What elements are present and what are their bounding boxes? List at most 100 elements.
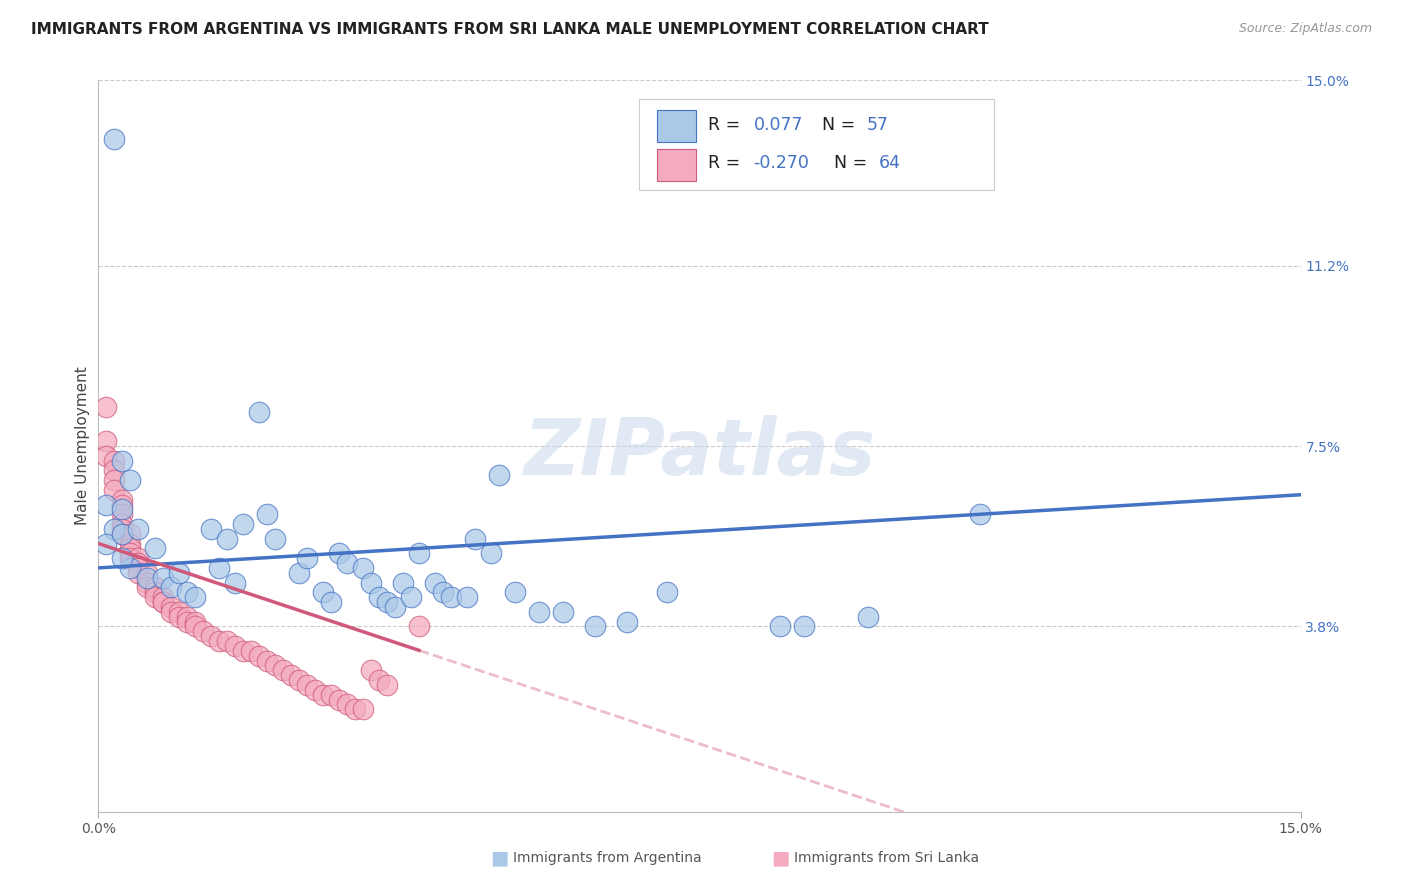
Point xyxy=(111,498,134,512)
Point xyxy=(328,692,350,706)
Text: R =: R = xyxy=(707,154,745,172)
Point xyxy=(215,634,238,648)
Point xyxy=(224,575,246,590)
Point xyxy=(111,508,134,522)
Point xyxy=(384,599,406,614)
Point xyxy=(239,644,262,658)
Point xyxy=(96,434,118,449)
Point xyxy=(111,526,134,541)
Point xyxy=(856,609,879,624)
Point xyxy=(128,551,150,566)
Point xyxy=(352,702,374,716)
Point xyxy=(96,498,118,512)
Point xyxy=(111,492,134,507)
Point xyxy=(503,585,526,599)
Point xyxy=(111,453,134,467)
Point xyxy=(143,541,166,556)
Point xyxy=(96,400,118,414)
Point xyxy=(200,629,222,643)
FancyBboxPatch shape xyxy=(658,149,696,181)
Point xyxy=(120,546,142,560)
Point xyxy=(657,585,679,599)
Text: ■: ■ xyxy=(770,848,790,868)
Point xyxy=(120,473,142,487)
Point xyxy=(103,473,125,487)
Point xyxy=(969,508,991,522)
Point xyxy=(135,566,157,580)
Point xyxy=(256,508,278,522)
Point xyxy=(152,571,174,585)
Point xyxy=(215,532,238,546)
Text: N =: N = xyxy=(834,154,873,172)
Text: ZIPatlas: ZIPatlas xyxy=(523,416,876,491)
Point xyxy=(167,566,190,580)
Text: ■: ■ xyxy=(489,848,509,868)
Point xyxy=(288,673,311,687)
Text: 57: 57 xyxy=(866,115,889,134)
Point xyxy=(295,678,318,692)
Point xyxy=(440,590,463,604)
Point xyxy=(464,532,486,546)
Point xyxy=(304,682,326,697)
Point xyxy=(224,639,246,653)
Point xyxy=(111,551,134,566)
Point xyxy=(128,566,150,580)
Point xyxy=(120,526,142,541)
Point xyxy=(247,405,270,419)
Point xyxy=(232,644,254,658)
Point xyxy=(103,522,125,536)
Text: N =: N = xyxy=(823,115,860,134)
Point xyxy=(103,453,125,467)
Point xyxy=(200,522,222,536)
Text: Source: ZipAtlas.com: Source: ZipAtlas.com xyxy=(1239,22,1372,36)
Point xyxy=(232,516,254,531)
Point xyxy=(423,575,446,590)
Point xyxy=(96,449,118,463)
Text: -0.270: -0.270 xyxy=(754,154,810,172)
Point xyxy=(247,648,270,663)
Point xyxy=(120,536,142,550)
Point xyxy=(295,551,318,566)
Point xyxy=(111,526,134,541)
Point xyxy=(488,468,510,483)
Point xyxy=(336,556,359,570)
Point xyxy=(111,522,134,536)
Point xyxy=(768,619,790,633)
Point xyxy=(343,702,366,716)
Point xyxy=(793,619,815,633)
Point xyxy=(456,590,478,604)
Text: Immigrants from Sri Lanka: Immigrants from Sri Lanka xyxy=(794,851,980,865)
Point xyxy=(191,624,214,639)
Point xyxy=(120,561,142,575)
Point xyxy=(152,595,174,609)
Point xyxy=(616,615,638,629)
Point xyxy=(368,590,391,604)
Point xyxy=(280,668,302,682)
Point xyxy=(271,663,294,677)
Point xyxy=(103,463,125,477)
Point xyxy=(176,609,198,624)
Point xyxy=(103,132,125,146)
Point xyxy=(159,605,181,619)
Point xyxy=(183,619,205,633)
Point xyxy=(152,590,174,604)
Point xyxy=(103,483,125,497)
Point xyxy=(375,678,398,692)
Point xyxy=(288,566,311,580)
Point xyxy=(152,595,174,609)
Point xyxy=(120,541,142,556)
Point xyxy=(111,502,134,516)
Point xyxy=(159,581,181,595)
Point xyxy=(183,590,205,604)
Point xyxy=(263,532,285,546)
Point xyxy=(111,516,134,531)
Point xyxy=(399,590,422,604)
Point xyxy=(479,546,502,560)
Point xyxy=(159,599,181,614)
Text: 0.077: 0.077 xyxy=(754,115,803,134)
Point xyxy=(375,595,398,609)
Point xyxy=(263,658,285,673)
Point xyxy=(128,522,150,536)
Point xyxy=(408,619,430,633)
Point xyxy=(183,615,205,629)
